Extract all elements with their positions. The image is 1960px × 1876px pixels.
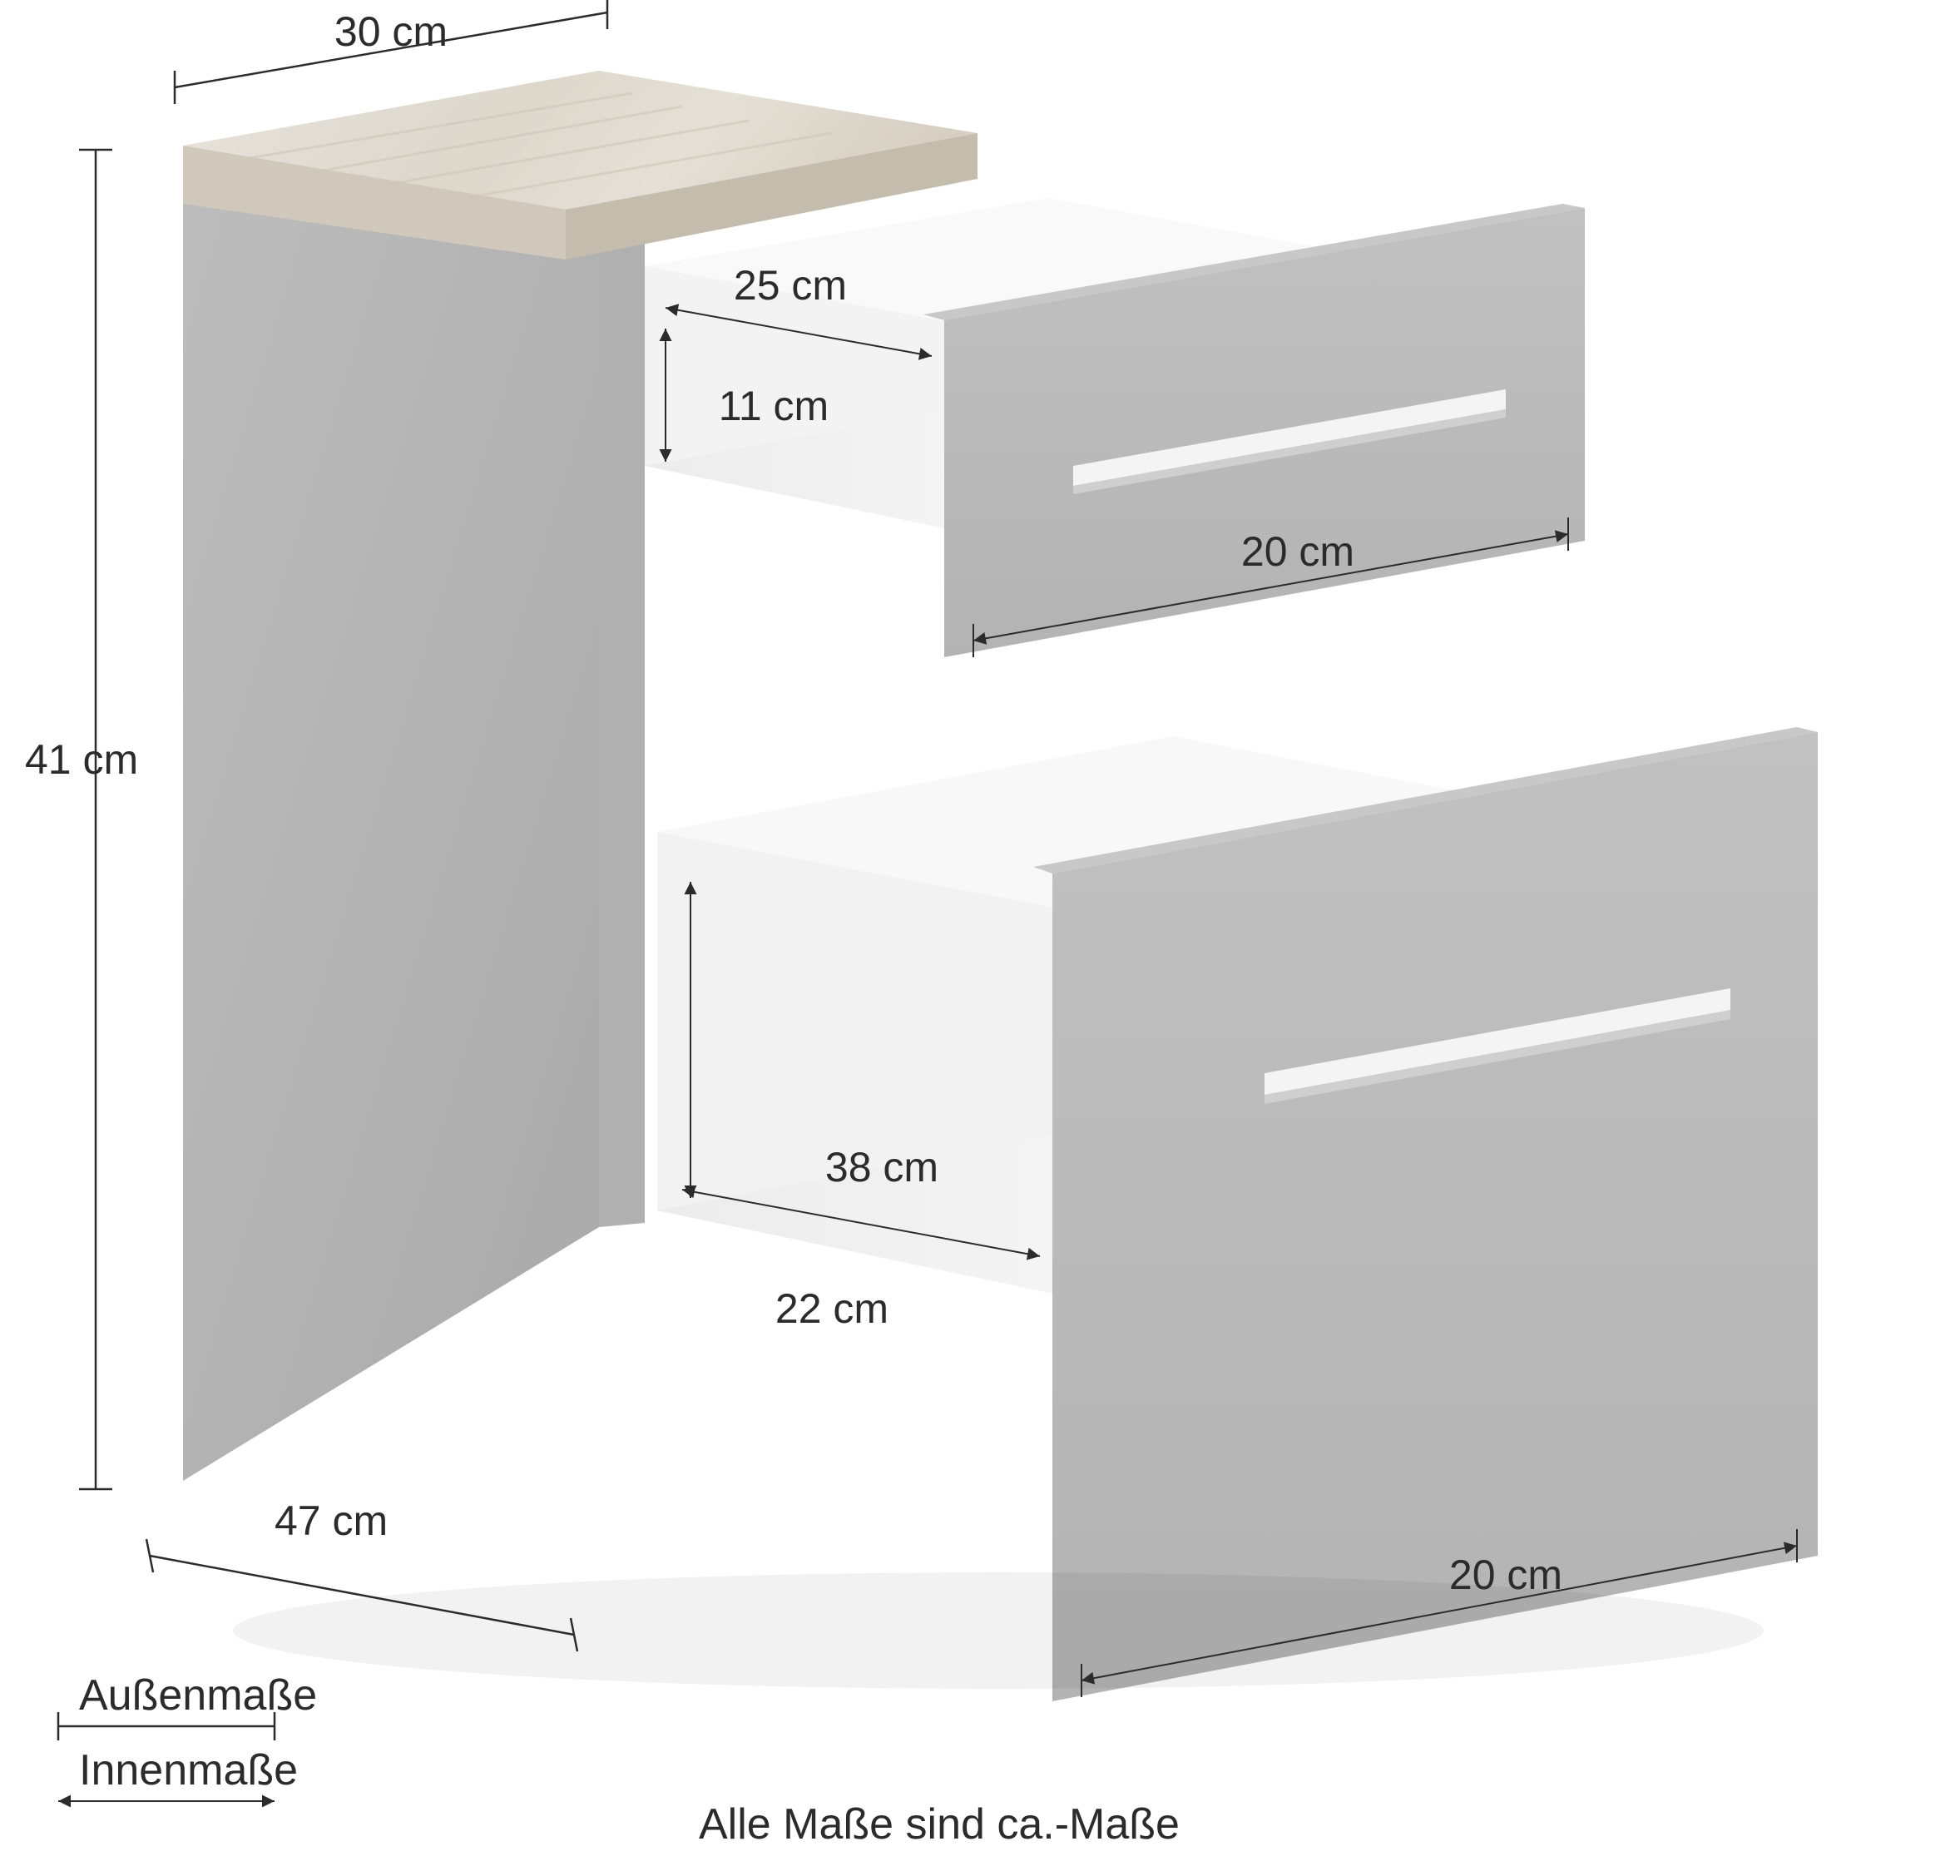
dim-label-upper-front: 20 cm: [1241, 528, 1354, 575]
legend-outer-label: Außenmaße: [79, 1671, 317, 1720]
legend: Außenmaße Innenmaße: [58, 1671, 317, 1801]
diagram-svg: 30 cm 41 cm 47 cm 25 cm 11 cm 20 cm 38 c…: [0, 0, 1960, 1876]
cabinet-front-edge: [599, 129, 645, 1227]
cabinet-left-panel: [183, 129, 599, 1481]
dim-label-lower-depth: 38 cm: [825, 1144, 938, 1190]
lower-drawer: [657, 727, 1818, 1701]
dim-label-height-left: 41 cm: [25, 736, 138, 783]
lower-drawer-front: [1052, 732, 1818, 1701]
dim-label-upper-height: 11 cm: [719, 383, 829, 429]
dim-label-depth: 47 cm: [275, 1497, 388, 1544]
dim-label-lower-front: 20 cm: [1449, 1552, 1562, 1598]
legend-inner-label: Innenmaße: [79, 1746, 298, 1794]
dim-label-lower-height: 22 cm: [775, 1285, 888, 1332]
footer-note: Alle Maße sind ca.-Maße: [699, 1800, 1180, 1849]
dim-label-width-top: 30 cm: [334, 8, 448, 55]
dim-label-upper-depth: 25 cm: [734, 262, 847, 309]
diagram-canvas: 30 cm 41 cm 47 cm 25 cm 11 cm 20 cm 38 c…: [0, 0, 1960, 1876]
